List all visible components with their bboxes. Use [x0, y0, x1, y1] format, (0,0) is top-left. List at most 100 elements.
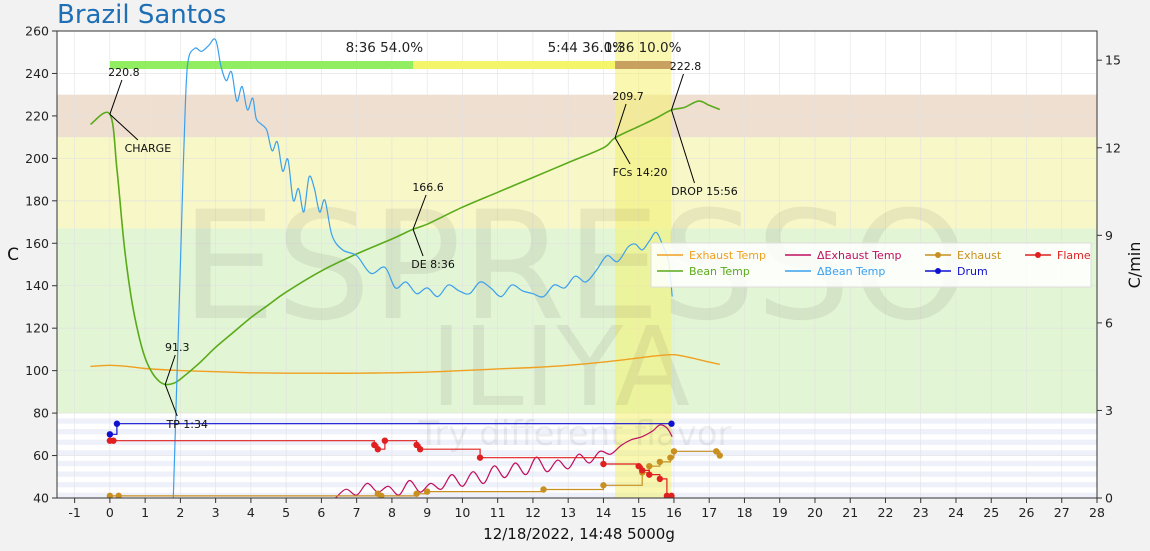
- series-flame-point: [476, 454, 484, 461]
- series-exhaust-point: [106, 492, 114, 498]
- x-tick-label: 18: [737, 505, 753, 520]
- series-flame-point: [374, 445, 382, 453]
- annotation-event: DE 8:36: [411, 258, 455, 271]
- low-stripe: [57, 439, 1097, 445]
- low-stripe: [57, 482, 1097, 488]
- annotation-value: 91.3: [165, 341, 190, 354]
- series-flame-point: [110, 437, 117, 444]
- series-bean-temp-line: [90, 100, 721, 386]
- annotation-leader: [412, 229, 424, 257]
- x-tick-label: 6: [317, 505, 325, 520]
- y-tick-label: 260: [25, 24, 49, 39]
- series-exhaust-point: [656, 458, 664, 466]
- legend-entry-label: ΔBean Temp: [817, 265, 885, 278]
- series-exhaust-point: [670, 448, 678, 455]
- annotation-leader: [164, 384, 178, 417]
- legend-entry-label: Bean Temp: [689, 265, 750, 278]
- low-stripe: [57, 471, 1097, 477]
- x-tick-label: 13: [560, 505, 576, 520]
- y-tick-label: 120: [25, 321, 49, 336]
- low-stripe: [57, 492, 1097, 498]
- annotation-event: FCs 14:20: [613, 166, 668, 179]
- low-stripe: [57, 450, 1097, 456]
- x-tick-label: 22: [878, 505, 894, 520]
- watermark-text: ILIYA: [430, 303, 690, 431]
- series-delta-exhaust-temp-line: [335, 424, 673, 498]
- series-exhaust-point: [540, 486, 547, 493]
- annotation-value: 209.7: [612, 90, 644, 103]
- series-delta-bean-temp-line: [172, 38, 673, 498]
- series-flame-point: [416, 445, 424, 453]
- y-tick-label: 180: [25, 193, 49, 208]
- phase-bar-2: [615, 61, 672, 69]
- low-stripe: [57, 418, 1097, 424]
- x-axis-label: 12/18/2022, 14:48 5000g: [483, 525, 675, 543]
- x-tick-label: 19: [772, 505, 788, 520]
- series-flame-point: [413, 441, 420, 449]
- x-tick-label: 12: [525, 505, 541, 520]
- phase-label: 1:36 10.0%: [604, 40, 682, 56]
- phase-bar-0: [109, 61, 414, 69]
- legend-entry-label: Exhaust: [957, 249, 1002, 262]
- y-tick-label: 240: [25, 66, 49, 81]
- annotation-event: CHARGE: [125, 142, 172, 155]
- series-drum-line: [109, 423, 672, 435]
- annotation-leader: [412, 194, 427, 230]
- legend-box: [650, 242, 1092, 288]
- series-flame-point: [381, 437, 389, 444]
- x-tick-label: 27: [1054, 505, 1070, 520]
- series-flame-point: [639, 467, 646, 474]
- x-tick-label: 5: [282, 505, 290, 520]
- series-exhaust-point: [600, 482, 607, 489]
- x-tick-label: 24: [948, 505, 964, 520]
- x-tick-label: 4: [247, 505, 255, 520]
- series-exhaust-temp-line: [90, 353, 720, 374]
- series-drum-point: [113, 420, 121, 427]
- y-tick-label: 220: [25, 108, 49, 123]
- low-stripe: [57, 460, 1097, 467]
- legend-marker: [935, 252, 941, 258]
- series-drum-point: [668, 420, 675, 427]
- legend-entry-label: Flame: [1057, 249, 1091, 262]
- legend-marker: [935, 268, 941, 274]
- x-tick-label: 23: [913, 505, 929, 520]
- x-tick-label: 3: [212, 505, 220, 520]
- y-tick-label: 60: [33, 448, 49, 463]
- y-axis-label: C: [7, 245, 19, 265]
- temp-band-1: [57, 137, 1097, 229]
- watermark-text: Try different flavor: [417, 414, 731, 454]
- y-tick-label: 140: [25, 278, 49, 293]
- x-tick-label: -1: [68, 505, 80, 520]
- series-exhaust-point: [378, 492, 385, 498]
- y-tick-label: 100: [25, 363, 49, 378]
- chart-title: Brazil Santos: [57, 0, 227, 30]
- annotation-value: 166.6: [412, 181, 444, 194]
- legend-entry-label: ΔExhaust Temp: [817, 249, 902, 262]
- y-tick-label: 200: [25, 151, 49, 166]
- y2-tick-label: 6: [1105, 315, 1113, 330]
- x-tick-label: 26: [1019, 505, 1035, 520]
- phase-label: 8:36 54.0%: [346, 40, 424, 56]
- y2-axis-label: C/min: [1125, 242, 1144, 289]
- x-tick-label: 14: [595, 505, 611, 520]
- series-exhaust-point: [713, 448, 720, 455]
- x-tick-label: 11: [490, 505, 506, 520]
- x-tick-label: 0: [106, 505, 114, 520]
- series-exhaust-point: [115, 492, 122, 498]
- plot-frame: [56, 30, 1098, 499]
- x-tick-label: 9: [423, 505, 431, 520]
- legend-entry-label: Exhaust Temp: [689, 249, 766, 262]
- series-exhaust-point: [667, 454, 674, 461]
- x-tick-label: 2: [176, 505, 184, 520]
- low-stripe: [57, 429, 1097, 435]
- x-tick-label: 7: [353, 505, 361, 520]
- series-exhaust-point: [423, 488, 431, 495]
- x-tick-label: 28: [1089, 505, 1105, 520]
- annotation-leader: [164, 354, 176, 385]
- annotation-event: DROP 15:56: [671, 185, 738, 198]
- annotation-leader: [671, 73, 684, 111]
- annotation-value: 222.8: [670, 60, 702, 73]
- x-tick-label: 1: [141, 505, 149, 520]
